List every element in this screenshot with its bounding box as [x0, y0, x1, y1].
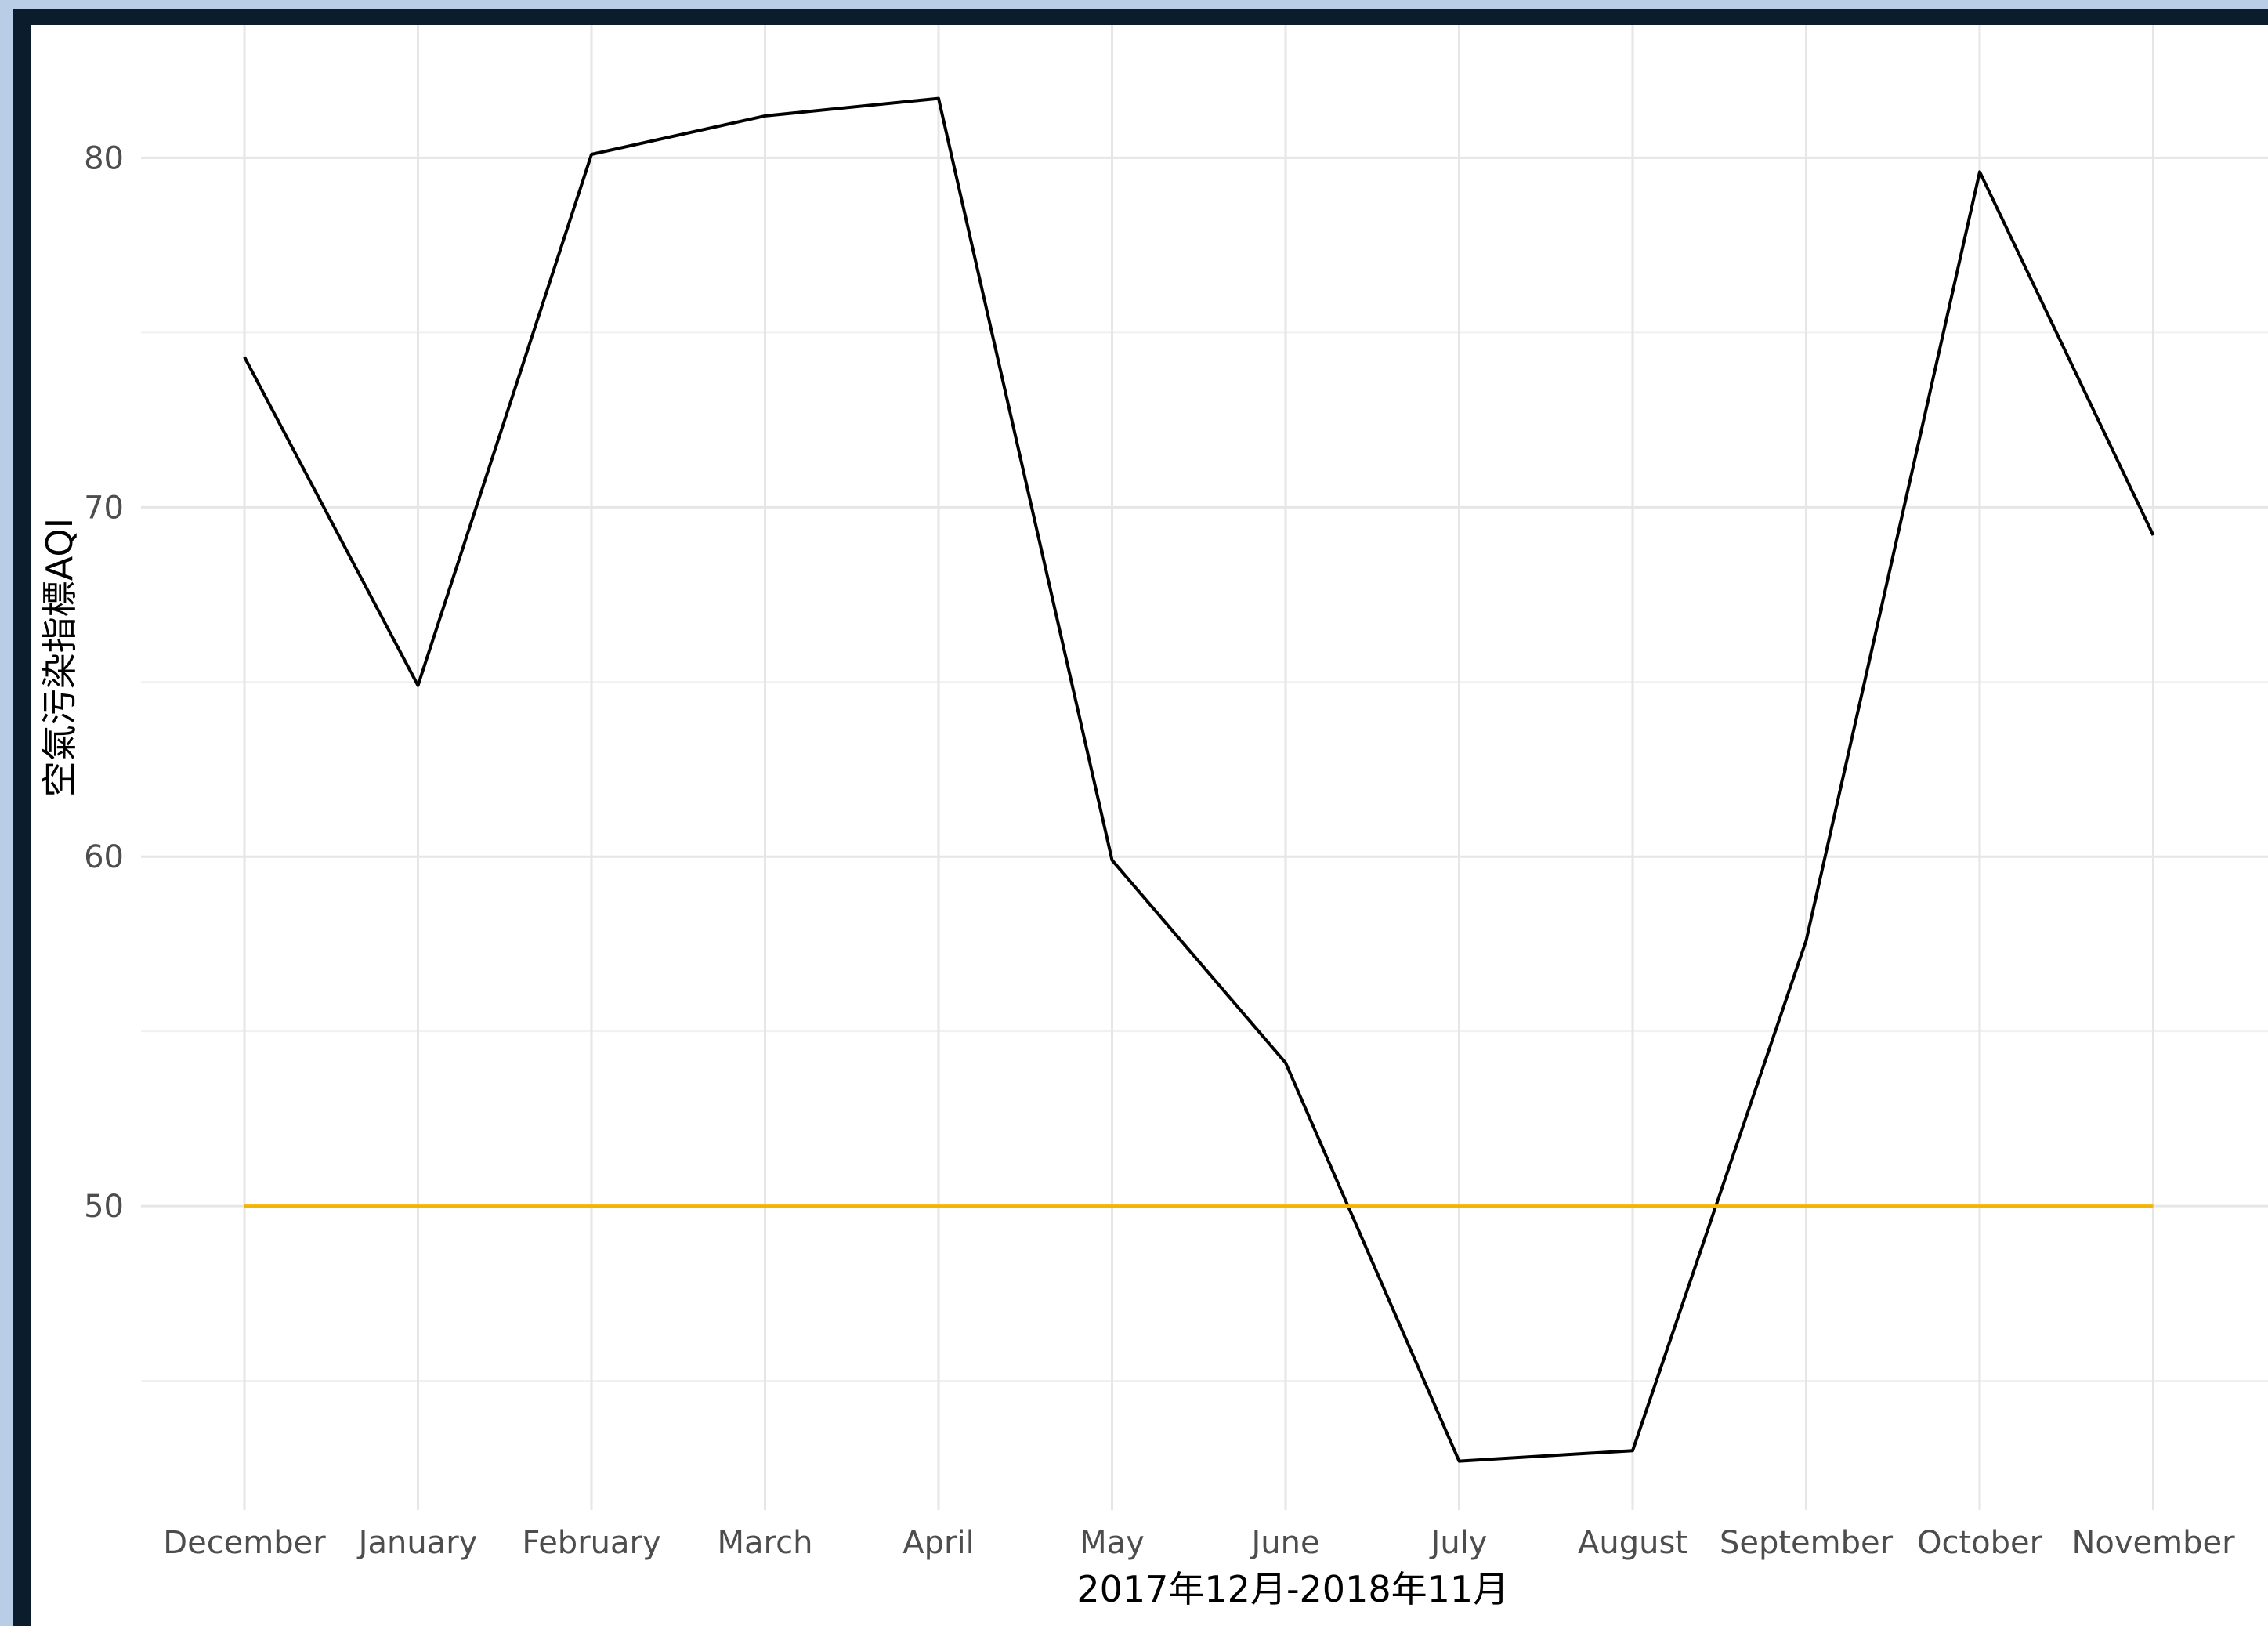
aqi-series-line: [243, 96, 2155, 1463]
x-tick-label: July: [1429, 1525, 1488, 1561]
y-tick-label: 70: [84, 490, 124, 526]
y-axis-title: 空氣污染指標AQI: [38, 518, 81, 797]
x-tick-label: May: [1080, 1525, 1145, 1561]
x-tick-label: April: [902, 1525, 974, 1561]
line-chart: 50 60 70 80 December January February March Apr…: [38, 25, 2268, 1610]
y-tick-label: 80: [84, 140, 124, 176]
y-tick-labels: 50 60 70 80: [84, 140, 124, 1225]
x-tick-label: December: [163, 1525, 326, 1561]
chart-panel: 50 60 70 80 December January February March Apr…: [31, 25, 2268, 1626]
x-axis-title: 2017年12月-2018年11月: [1076, 1568, 1509, 1610]
x-tick-label: January: [356, 1525, 478, 1561]
x-tick-label: October: [1917, 1525, 2043, 1561]
x-tick-labels: December January February March April May June…: [163, 1525, 2235, 1561]
x-tick-label: February: [522, 1525, 660, 1561]
x-tick-label: June: [1249, 1525, 1319, 1561]
x-tick-label: November: [2071, 1525, 2235, 1561]
x-tick-label: March: [718, 1525, 813, 1561]
x-tick-label: August: [1578, 1525, 1687, 1561]
series-lines: [243, 96, 2155, 1463]
grid-lines: [141, 25, 2268, 1510]
y-tick-label: 60: [84, 839, 124, 875]
x-tick-label: September: [1720, 1525, 1894, 1561]
y-tick-label: 50: [84, 1189, 124, 1225]
